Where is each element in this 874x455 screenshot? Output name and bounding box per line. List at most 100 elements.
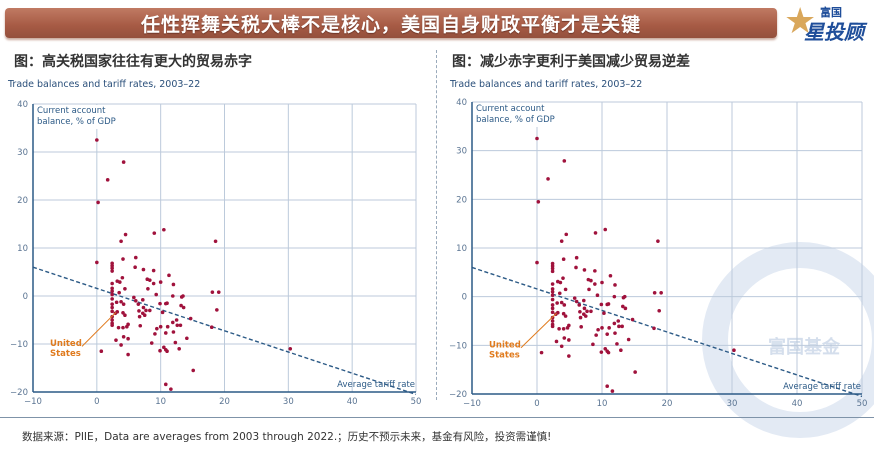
data-point [608,273,613,278]
data-point [593,231,598,235]
y-tick-label: 30 [17,148,28,158]
data-point [191,368,196,373]
data-point [595,293,600,298]
data-point [110,289,114,294]
x-axis-label: Average tariff rate [337,380,415,390]
data-point [142,313,147,318]
data-point [209,325,214,330]
data-point [535,136,539,141]
data-point [593,269,597,273]
data-point [151,268,156,273]
star-icon: ★ [784,1,817,42]
data-point [163,331,168,335]
data-point [550,282,555,286]
data-point [121,335,126,339]
data-point [583,314,588,318]
data-point [535,260,539,265]
x-tick-label: 0 [94,397,99,407]
data-point [99,349,104,354]
data-point [163,382,168,387]
trend-line [471,266,863,398]
x-tick-label: 40 [347,397,358,407]
data-point [582,298,586,303]
data-point [550,303,555,307]
data-point [155,326,159,331]
data-point [732,348,736,353]
data-point [563,314,568,318]
y-tick-label: −20 [10,388,28,398]
data-point [591,342,595,347]
data-point [179,295,184,299]
data-point [652,326,656,331]
data-point [132,295,136,300]
data-point [110,297,114,301]
x-tick-label: 0 [534,399,539,409]
data-point [170,320,175,325]
figure-title-left: 图：高关税国家往往有更大的贸易赤字 [14,54,252,70]
data-point [110,292,114,297]
data-point [110,318,114,322]
data-point [582,306,587,311]
data-point [110,305,114,310]
y-tick-label: 30 [456,147,467,157]
y-tick-label: 10 [17,244,28,254]
data-point [136,302,141,306]
data-point [110,302,114,306]
ylabel-bg [35,105,135,129]
data-point [587,287,591,292]
data-point [120,275,125,280]
y-tick-label: −20 [449,390,467,400]
data-point [556,310,560,315]
data-point [605,384,609,389]
data-point [105,178,110,182]
data-point [600,280,604,285]
data-point [626,337,631,342]
data-point [558,280,563,285]
annotation-label: States [489,350,520,360]
data-point [619,348,623,353]
data-point [613,283,617,287]
data-point [179,303,183,308]
y-tick-label: 10 [456,244,467,254]
annotation-label: States [50,349,81,359]
data-point [95,138,99,142]
data-point [165,349,169,354]
data-point [110,281,114,286]
data-point [114,338,118,342]
data-point [110,309,114,314]
x-tick-label: 20 [662,399,673,409]
data-point [148,308,152,313]
x-tick-label: 20 [219,397,230,407]
data-point [562,303,567,307]
x-tick-label: 40 [792,399,803,409]
data-point [596,327,600,332]
data-point [210,290,215,294]
data-point [110,269,114,273]
data-point [656,239,660,243]
subtitle-right: Trade balances and tariff rates, 2003–22 [450,79,643,90]
data-point [559,300,564,305]
data-point [607,326,611,330]
data-point [630,317,635,322]
data-point [559,344,564,349]
data-point [546,177,550,181]
data-point [617,324,621,329]
y-axis-label: balance, % of GDP [476,115,555,125]
y-axis-label: Current account [37,106,106,116]
x-tick-label: −10 [24,397,42,407]
data-point [606,302,611,306]
data-point [141,267,146,272]
data-point [563,287,568,292]
page-title: 任性挥舞关税大棒不是核心，美国自身财政平衡才是关键 [140,13,641,36]
data-point [123,313,127,318]
data-point [657,308,661,313]
data-point [620,324,624,329]
data-point [213,239,218,244]
data-point [550,287,555,291]
data-point [659,290,663,295]
data-point [121,325,125,330]
data-point [121,302,126,306]
data-point [605,332,609,336]
x-tick-label: 50 [857,399,868,409]
